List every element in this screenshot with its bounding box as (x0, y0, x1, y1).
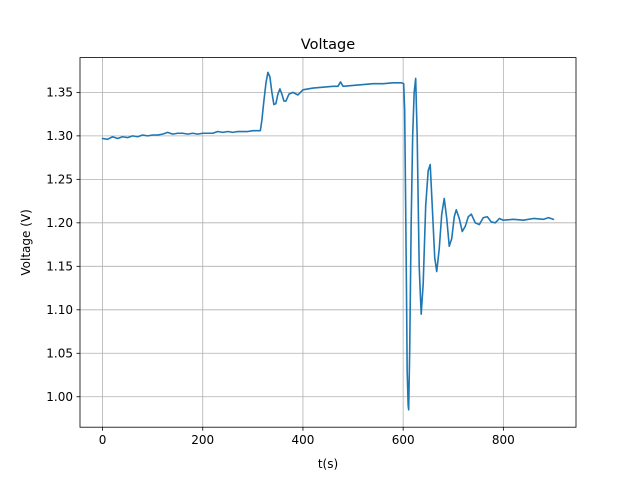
plot-frame (79, 57, 577, 428)
plot-area (80, 57, 576, 428)
x-tick-label: 200 (191, 433, 214, 447)
x-tick-label: 0 (99, 433, 107, 447)
y-tick-label: 1.35 (46, 86, 73, 100)
x-tick-label: 400 (291, 433, 314, 447)
y-axis-label: Voltage (V) (19, 209, 33, 275)
x-tick-label: 600 (392, 433, 415, 447)
y-tick-label: 1.30 (46, 129, 73, 143)
y-tick-label: 1.10 (46, 303, 73, 317)
series-layer (101, 71, 555, 411)
y-tick-label: 1.05 (46, 347, 73, 361)
y-tick-label: 1.00 (46, 390, 73, 404)
y-tick-label: 1.25 (46, 173, 73, 187)
voltage-series-line (101, 71, 555, 411)
y-tick-label: 1.15 (46, 260, 73, 274)
y-tick-label: 1.20 (46, 216, 73, 230)
axis-ticks: 0 200 400 600 800 1.00 1.05 1.10 1.15 1.20 1.25 1.3… (46, 86, 515, 448)
x-tick-label: 800 (492, 433, 515, 447)
chart-title: Voltage (301, 37, 355, 53)
x-axis-label: t(s) (318, 457, 338, 471)
